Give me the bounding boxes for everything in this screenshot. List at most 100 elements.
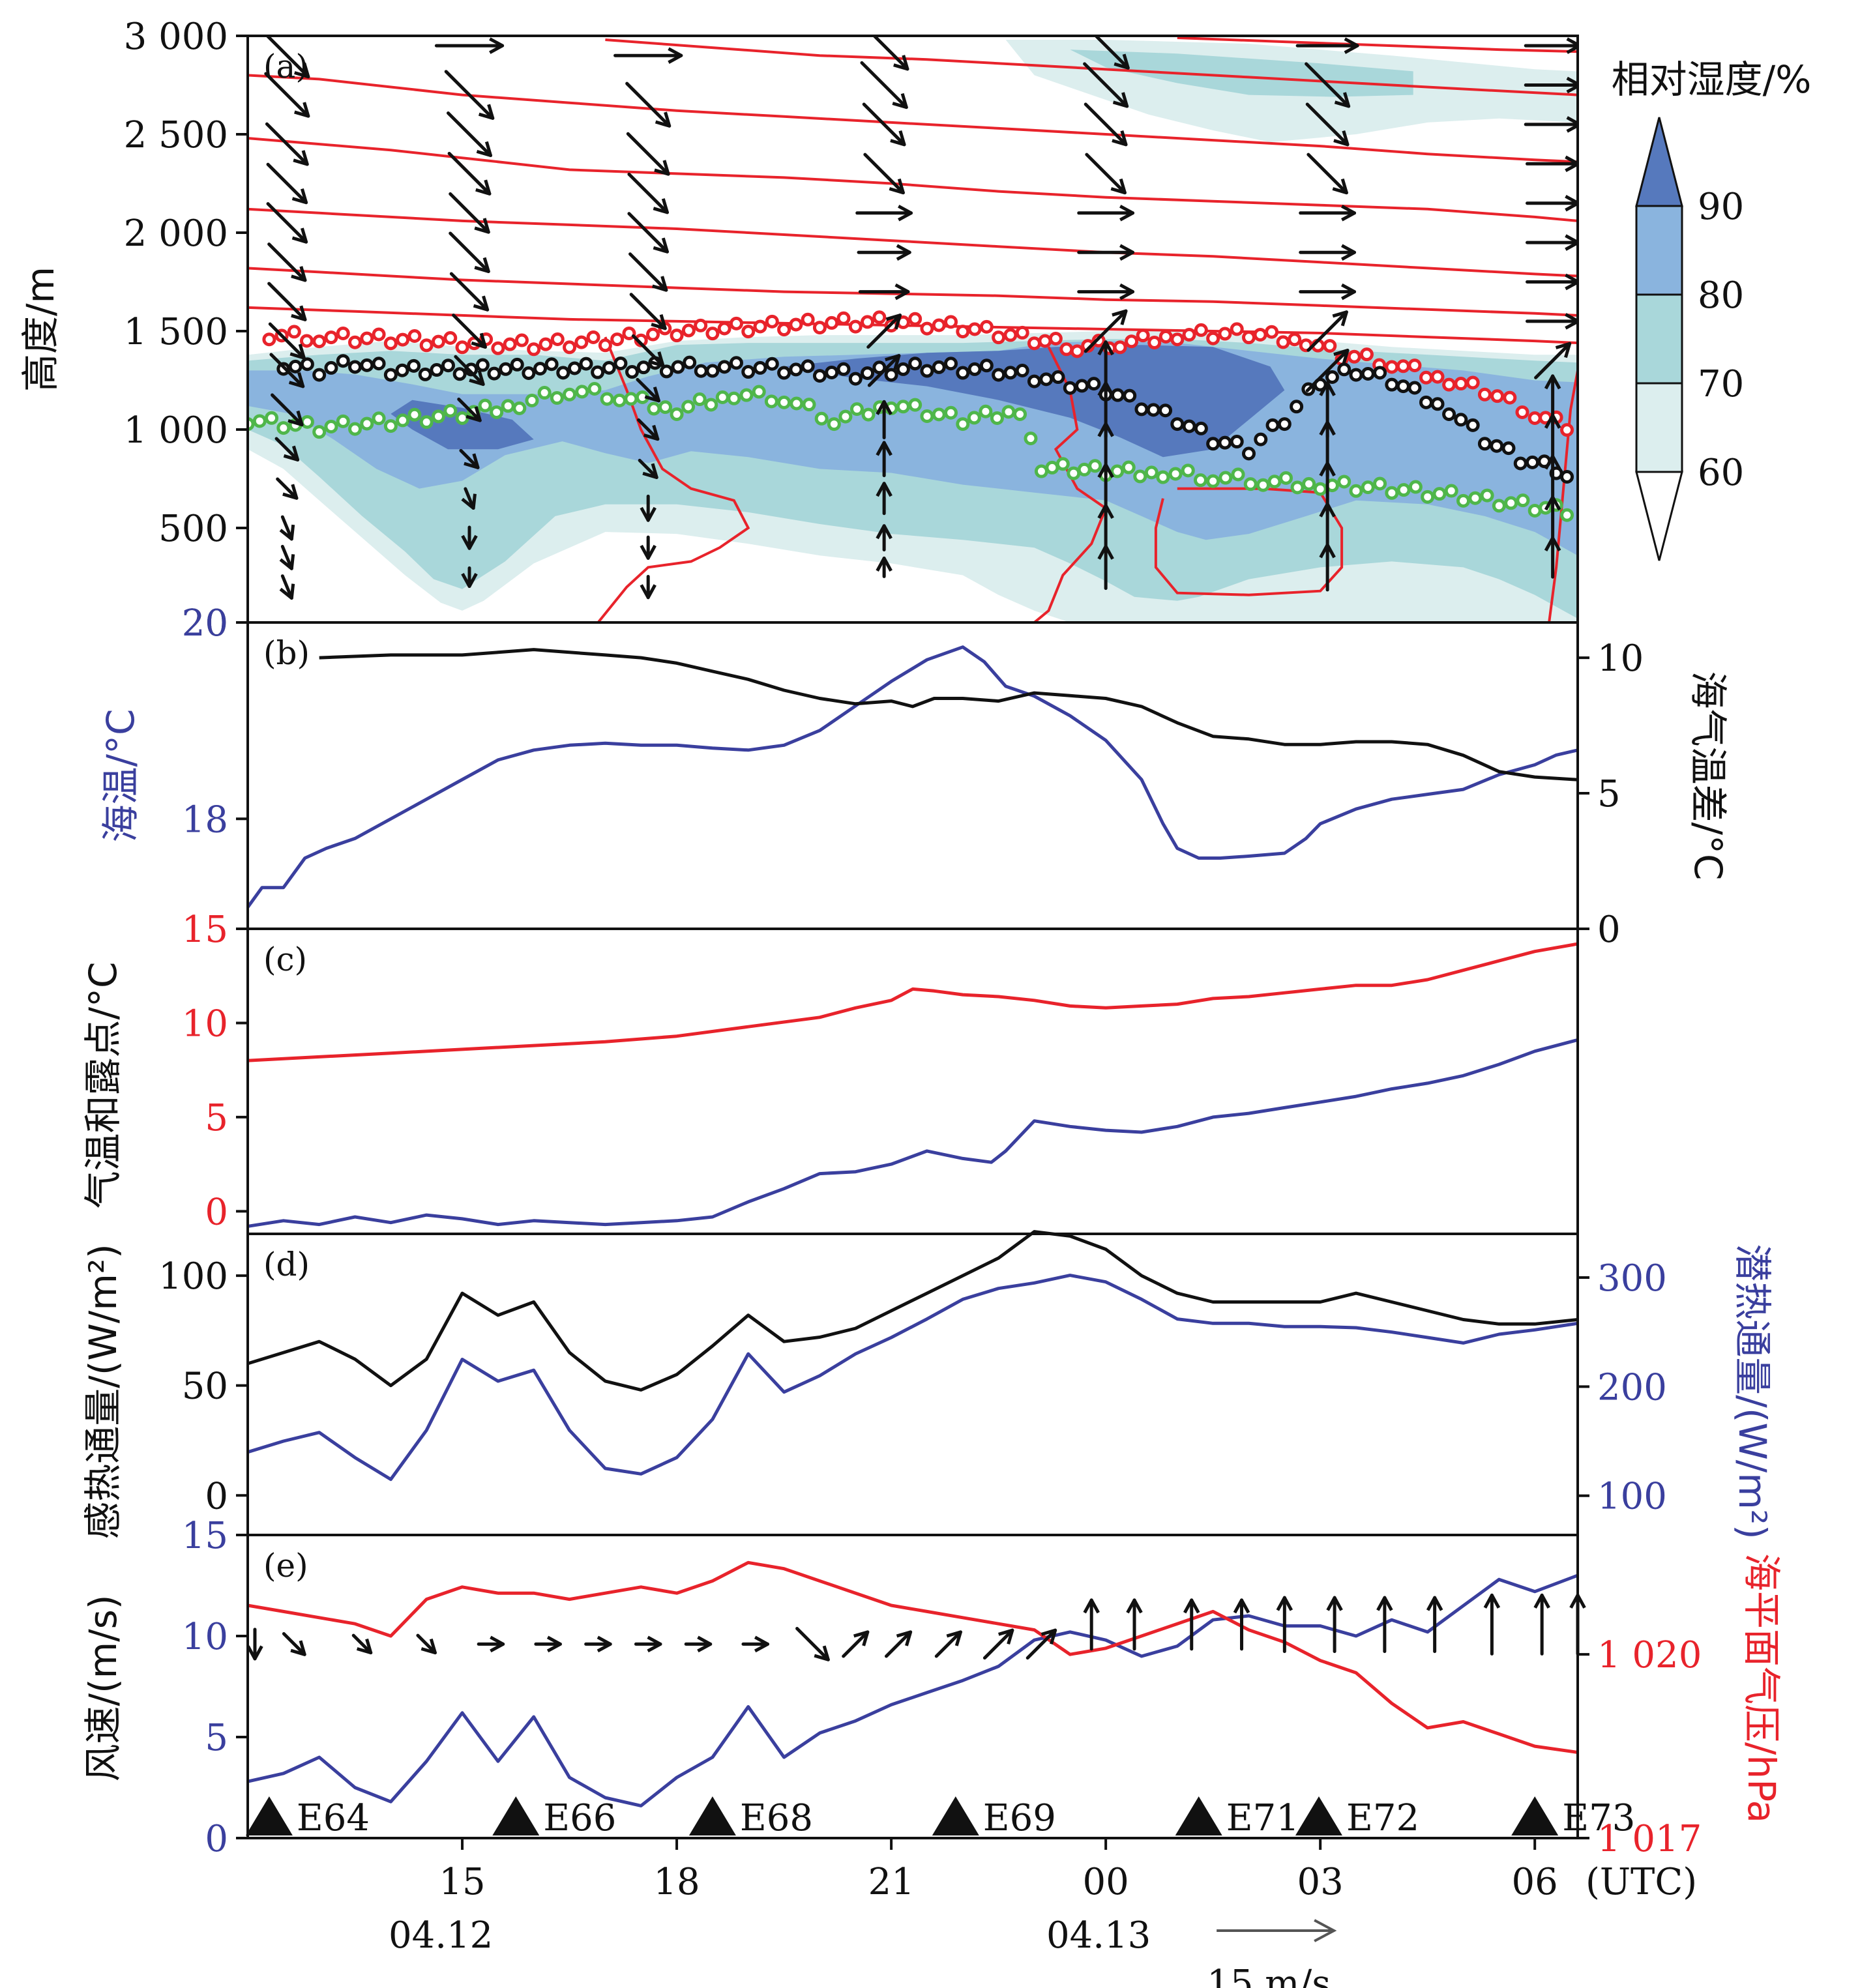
arrow-head: [1332, 178, 1348, 195]
inversion-base-marker: [1087, 377, 1101, 391]
wind-arrow: [876, 441, 893, 478]
wind-arrow: [867, 354, 901, 387]
inversion-base-marker: [671, 360, 685, 374]
boundary-layer-marker: [1067, 466, 1081, 480]
boundary-layer-marker: [265, 411, 279, 425]
station-marker: [1511, 1796, 1559, 1835]
inversion-base-marker: [717, 360, 731, 374]
boundary-layer-marker: [443, 403, 458, 418]
arrow-head: [640, 584, 657, 600]
y-tick-label: 10: [182, 1616, 228, 1658]
arrow-head: [1114, 53, 1130, 70]
arrow-shaft: [282, 1631, 306, 1656]
arrow-head: [473, 295, 490, 312]
arrow-head: [475, 179, 492, 196]
inversion-top-marker: [1113, 340, 1127, 355]
arrow-head: [896, 244, 911, 261]
wind-arrow: [857, 244, 911, 261]
y-tick-label: 15: [182, 909, 228, 951]
boundary-layer-marker: [336, 414, 350, 428]
wind-arrow: [265, 122, 309, 166]
inversion-base-marker: [979, 358, 994, 373]
inversion-top-marker: [1396, 359, 1410, 373]
boundary-layer-marker: [932, 407, 946, 422]
ylabel-temp-dewpoint: 气温和露点/°C: [81, 961, 125, 1208]
arrow-head: [279, 554, 295, 570]
colorbar-seg-below: [1635, 471, 1683, 561]
arrow-head: [885, 354, 901, 370]
wind-arrow: [640, 535, 657, 560]
arrow-shaft: [449, 272, 490, 312]
boundary-layer-marker: [383, 419, 398, 433]
arrow-shaft: [1085, 153, 1127, 195]
arrow-shaft: [267, 242, 307, 282]
wind-arrow: [1526, 155, 1578, 173]
arrow-head: [474, 218, 490, 234]
inversion-base-marker: [765, 357, 779, 371]
inversion-top-marker: [1241, 330, 1256, 345]
wind-profile-arrows: [264, 36, 1578, 600]
x-tick-label: 00: [1082, 1861, 1129, 1903]
inversion-top-marker: [1027, 336, 1041, 351]
wind-arrow: [866, 314, 902, 349]
arrow-head: [1319, 381, 1336, 396]
inversion-base-marker: [1265, 418, 1280, 432]
arrow-shaft: [629, 293, 667, 330]
inversion-top-marker: [1147, 336, 1162, 350]
y-tick-label: 3 000: [124, 16, 228, 58]
inversion-base-marker: [1490, 439, 1504, 453]
wind-arrow: [264, 72, 310, 118]
arrow-shaft: [464, 487, 475, 510]
inversion-top-marker: [943, 315, 958, 329]
inversion-base-marker: [812, 369, 827, 383]
arrow-shaft: [280, 574, 293, 600]
arrow-head: [1376, 1596, 1393, 1611]
inversion-base-marker: [1051, 370, 1065, 385]
inversion-base-marker: [1408, 381, 1422, 395]
wind-arrow: [640, 494, 657, 522]
arrow-head: [654, 160, 670, 176]
ylabel-latent-heat: 潜热通量/(W/m²): [1730, 1244, 1775, 1539]
inversion-base-marker: [1182, 419, 1196, 433]
inversion-base-marker: [1501, 441, 1516, 456]
y-tick-label: 2 000: [124, 212, 228, 255]
inversion-base-marker: [533, 362, 548, 376]
station-label: E71: [1226, 1797, 1299, 1839]
arrow-head: [461, 573, 478, 589]
arrow-head: [640, 544, 657, 560]
inversion-top-marker: [1048, 331, 1063, 345]
inversion-base-marker: [487, 366, 501, 381]
inversion-top-marker: [1003, 328, 1018, 342]
y-tick-label: 100: [158, 1255, 228, 1298]
arrow-shaft: [867, 354, 901, 387]
inversion-base-marker: [836, 362, 851, 376]
arrow-shaft: [638, 458, 658, 479]
inversion-top-marker: [1206, 331, 1220, 345]
inversion-base-marker: [848, 372, 863, 386]
inversion-base-marker: [884, 368, 898, 382]
wind-arrow: [459, 448, 480, 469]
arrow-head: [246, 1645, 263, 1661]
surface-wind-arrow: [1483, 1593, 1501, 1656]
arrow-head: [546, 1635, 562, 1653]
wind-arrow: [276, 477, 299, 500]
surface-wind-arrow: [684, 1635, 713, 1653]
inversion-top-marker: [383, 336, 398, 351]
arrow-shaft: [267, 282, 307, 321]
inversion-top-marker: [527, 342, 541, 357]
wind-arrow: [1526, 273, 1578, 291]
inversion-top-marker: [1070, 344, 1084, 358]
arrow-shaft: [795, 1627, 830, 1661]
arrow-head: [653, 237, 669, 254]
sea-air-diff-line: [319, 648, 1578, 782]
boundary-layer-marker: [764, 394, 778, 409]
arrow-head: [293, 150, 309, 166]
arrow-head: [465, 406, 482, 422]
wind-arrow: [1319, 381, 1336, 439]
ylabel-sensible-heat: 感热通量/(W/m²): [81, 1244, 125, 1539]
arrow-head: [876, 482, 893, 497]
arrow-head: [290, 1640, 306, 1656]
arrow-head: [876, 556, 893, 572]
wind-arrow: [638, 458, 658, 479]
inversion-top-marker: [563, 340, 577, 355]
